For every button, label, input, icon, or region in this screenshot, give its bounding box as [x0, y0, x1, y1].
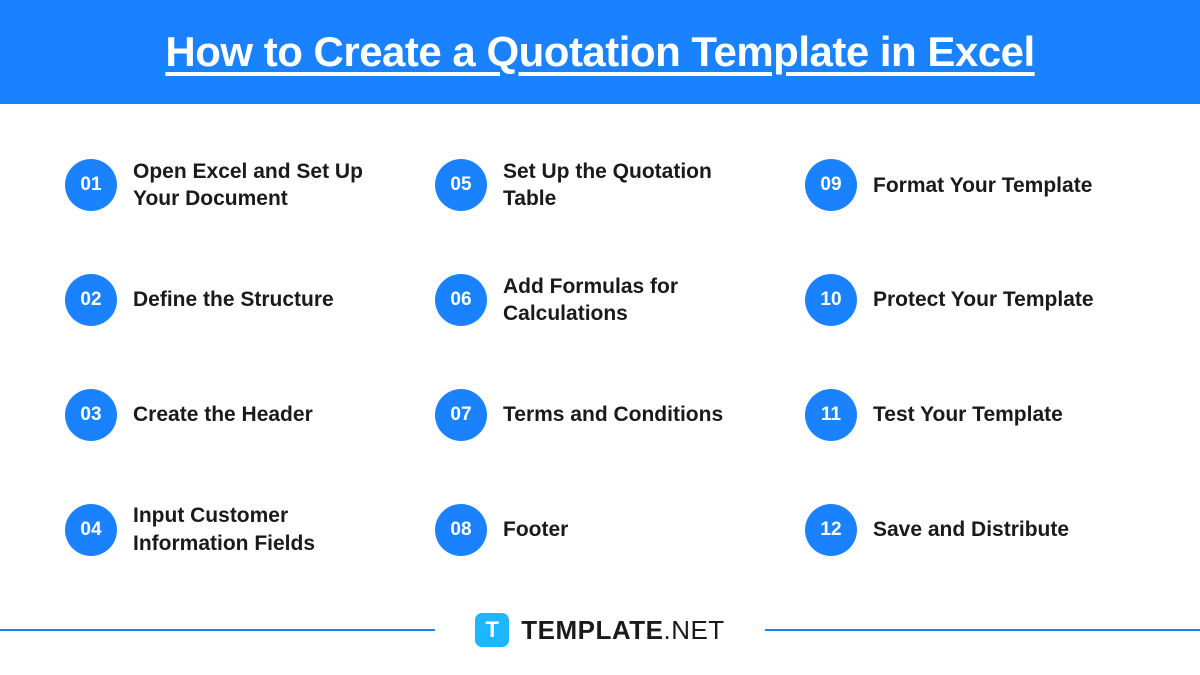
step-number-badge: 08: [435, 504, 487, 556]
brand-footer: T TEMPLATE.NET: [0, 591, 1200, 675]
steps-grid: 01 Open Excel and Set Up Your Document 0…: [0, 104, 1200, 591]
step-number-badge: 03: [65, 389, 117, 441]
page-title: How to Create a Quotation Template in Ex…: [40, 28, 1160, 76]
step-item: 10 Protect Your Template: [805, 259, 1135, 342]
step-label: Footer: [503, 516, 568, 543]
brand-tld: .NET: [663, 615, 724, 645]
logo-icon: T: [475, 613, 509, 647]
step-item: 02 Define the Structure: [65, 259, 395, 342]
step-label: Open Excel and Set Up Your Document: [133, 158, 395, 213]
step-number-badge: 05: [435, 159, 487, 211]
step-label: Set Up the Quotation Table: [503, 158, 765, 213]
step-number-badge: 02: [65, 274, 117, 326]
step-item: 12 Save and Distribute: [805, 488, 1135, 571]
step-label: Add Formulas for Calculations: [503, 273, 765, 328]
step-label: Test Your Template: [873, 401, 1063, 428]
step-label: Format Your Template: [873, 172, 1092, 199]
step-number-badge: 10: [805, 274, 857, 326]
step-item: 11 Test Your Template: [805, 374, 1135, 457]
step-label: Save and Distribute: [873, 516, 1069, 543]
step-number-badge: 09: [805, 159, 857, 211]
step-label: Create the Header: [133, 401, 313, 428]
step-item: 08 Footer: [435, 488, 765, 571]
page-header: How to Create a Quotation Template in Ex…: [0, 0, 1200, 104]
step-number-badge: 06: [435, 274, 487, 326]
step-item: 09 Format Your Template: [805, 144, 1135, 227]
step-label: Protect Your Template: [873, 286, 1094, 313]
step-number-badge: 11: [805, 389, 857, 441]
step-item: 07 Terms and Conditions: [435, 374, 765, 457]
step-item: 01 Open Excel and Set Up Your Document: [65, 144, 395, 227]
brand-name: TEMPLATE.NET: [521, 615, 724, 646]
step-item: 04 Input Customer Information Fields: [65, 488, 395, 571]
step-number-badge: 12: [805, 504, 857, 556]
divider-line: [765, 629, 1200, 631]
step-label: Terms and Conditions: [503, 401, 723, 428]
step-number-badge: 04: [65, 504, 117, 556]
step-item: 05 Set Up the Quotation Table: [435, 144, 765, 227]
divider-line: [0, 629, 435, 631]
step-item: 06 Add Formulas for Calculations: [435, 259, 765, 342]
step-number-badge: 01: [65, 159, 117, 211]
step-number-badge: 07: [435, 389, 487, 441]
step-label: Define the Structure: [133, 286, 334, 313]
step-label: Input Customer Information Fields: [133, 502, 395, 557]
step-item: 03 Create the Header: [65, 374, 395, 457]
brand-main: TEMPLATE: [521, 615, 663, 645]
